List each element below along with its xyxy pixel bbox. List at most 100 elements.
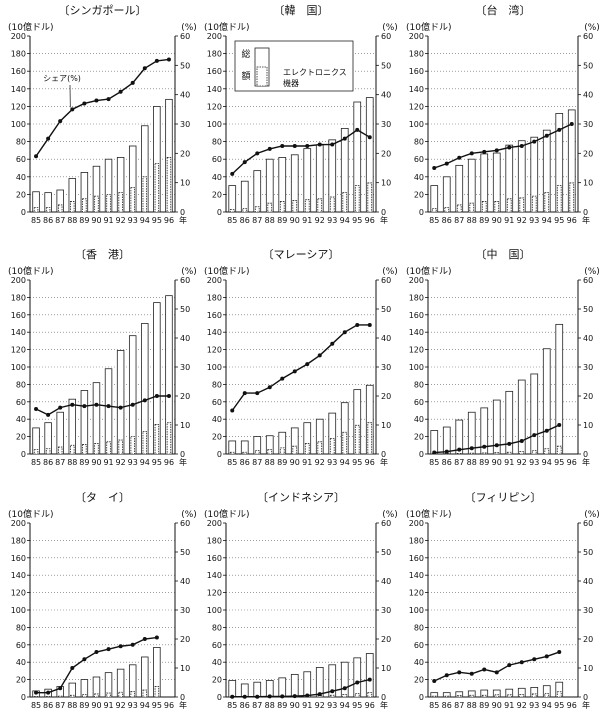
right-tick-label: 0 xyxy=(583,693,588,702)
x-tick-label: 88 xyxy=(67,216,77,225)
right-tick-label: 30 xyxy=(180,120,190,129)
share-point xyxy=(242,694,247,699)
panel-title: 〔シンガポール〕 xyxy=(59,4,147,17)
left-tick-label: 160 xyxy=(409,554,424,563)
left-tick-label: 80 xyxy=(16,138,26,147)
bar-total xyxy=(303,671,312,698)
right-tick-label: 40 xyxy=(381,577,391,586)
left-axis-unit: (10億ドル) xyxy=(8,508,53,520)
right-tick-label: 10 xyxy=(583,664,593,673)
x-tick-label: 93 xyxy=(529,701,539,710)
share-point xyxy=(494,148,499,153)
left-tick-label: 160 xyxy=(207,311,222,320)
right-tick-label: 10 xyxy=(180,664,190,673)
left-tick-label: 140 xyxy=(207,85,222,94)
left-tick-label: 80 xyxy=(16,380,26,389)
left-tick-label: 180 xyxy=(207,50,222,59)
right-tick-label: 50 xyxy=(381,548,391,557)
right-axis-unit: (%) xyxy=(584,23,600,33)
x-tick-label: 93 xyxy=(327,216,337,225)
bar-electronics xyxy=(342,693,348,698)
year-suffix: 年 xyxy=(582,215,590,225)
x-tick-label: 90 xyxy=(492,701,502,710)
panel-title: 〔中 国〕 xyxy=(476,248,531,261)
share-point xyxy=(82,657,87,662)
share-point xyxy=(457,155,462,160)
share-point xyxy=(330,142,335,147)
left-tick-label: 20 xyxy=(414,190,424,199)
share-point xyxy=(166,57,171,62)
right-tick-label: 20 xyxy=(180,149,190,158)
legend-electronics-label: エレクトロニクス xyxy=(283,68,347,77)
left-tick-label: 20 xyxy=(16,190,26,199)
share-point xyxy=(142,398,147,403)
bar-electronics xyxy=(531,195,537,213)
share-point xyxy=(544,428,549,433)
x-tick-label: 86 xyxy=(43,458,53,467)
left-tick-label: 200 xyxy=(207,519,222,528)
left-tick-label: 120 xyxy=(207,102,222,111)
x-tick-label: 94 xyxy=(340,458,350,467)
right-tick-label: 50 xyxy=(180,61,190,70)
left-tick-label: 80 xyxy=(414,623,424,632)
left-tick-label: 180 xyxy=(409,50,424,59)
x-tick-label: 95 xyxy=(554,216,564,225)
bar-total xyxy=(92,382,101,455)
share-point xyxy=(106,404,111,409)
right-tick-label: 60 xyxy=(180,32,190,41)
share-point xyxy=(70,666,75,670)
bar-electronics xyxy=(130,690,135,698)
x-tick-label: 86 xyxy=(240,216,250,225)
left-tick-label: 200 xyxy=(409,519,424,528)
x-tick-label: 94 xyxy=(542,216,552,225)
bar-electronics xyxy=(506,694,512,698)
left-axis-unit: (10億ドル) xyxy=(406,508,451,520)
right-tick-label: 50 xyxy=(583,305,593,314)
panel-title: 〔マレーシア〕 xyxy=(263,248,340,261)
right-tick-label: 0 xyxy=(583,450,588,459)
share-point xyxy=(532,657,537,662)
chart-panel: 〔インドネシア〕(10億ドル) (%)2001801601401201008060… xyxy=(204,491,398,710)
right-tick-label: 0 xyxy=(381,208,386,217)
chart-panel: 〔中 国〕(10億ドル) (%)2001801601401201008060402… xyxy=(406,248,600,467)
x-tick-label: 89 xyxy=(479,216,489,225)
bar-total xyxy=(228,440,237,455)
right-tick-label: 50 xyxy=(180,548,190,557)
right-axis-unit: (%) xyxy=(382,510,398,520)
bar-total xyxy=(228,185,237,213)
share-point xyxy=(432,679,437,684)
share-point xyxy=(507,441,512,446)
share-point xyxy=(330,341,335,346)
chart-panel: 〔台 湾〕(10億ドル) (%)2001801601401201008060402… xyxy=(406,3,600,225)
left-tick-label: 140 xyxy=(11,571,26,580)
share-point xyxy=(519,438,524,443)
bar-electronics xyxy=(556,185,562,213)
x-tick-label: 95 xyxy=(152,216,162,225)
right-tick-label: 60 xyxy=(381,519,391,528)
left-tick-label: 160 xyxy=(409,311,424,320)
x-tick-label: 93 xyxy=(529,458,539,467)
bar-electronics xyxy=(142,176,148,213)
x-tick-label: 87 xyxy=(252,701,262,710)
year-suffix: 年 xyxy=(179,215,187,225)
x-tick-label: 95 xyxy=(152,701,162,710)
left-tick-label: 180 xyxy=(409,536,424,545)
x-tick-label: 96 xyxy=(365,216,375,225)
year-suffix: 年 xyxy=(582,457,590,467)
chart-panel: 〔シンガポール〕(10億ドル) (%)2001801601401201008060… xyxy=(8,4,197,225)
share-point xyxy=(469,151,474,156)
bar-electronics xyxy=(367,692,373,698)
bar-electronics xyxy=(154,424,160,455)
year-suffix: 年 xyxy=(179,457,187,467)
bar-electronics xyxy=(166,422,172,455)
left-tick-label: 160 xyxy=(207,554,222,563)
x-tick-label: 87 xyxy=(252,458,262,467)
chart-panel: 〔韓 国〕(10億ドル) (%)2001801601401201008060402… xyxy=(204,4,398,225)
share-line xyxy=(231,324,370,411)
share-point xyxy=(367,322,372,327)
share-point xyxy=(34,407,39,412)
x-tick-label: 86 xyxy=(43,701,53,710)
bar-total xyxy=(228,680,237,698)
share-point xyxy=(317,353,322,358)
left-tick-label: 20 xyxy=(212,433,222,442)
